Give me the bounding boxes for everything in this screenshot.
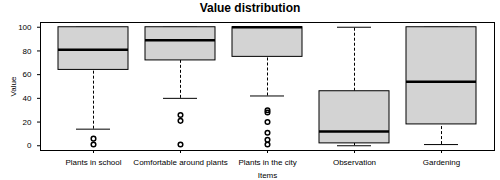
svg-text:100: 100 — [18, 23, 32, 32]
svg-text:Value: Value — [9, 76, 18, 96]
svg-text:Observation: Observation — [333, 158, 376, 167]
svg-text:Comfortable around plants: Comfortable around plants — [133, 158, 227, 167]
svg-text:Plants in the city: Plants in the city — [238, 158, 296, 167]
svg-text:20: 20 — [23, 118, 32, 127]
svg-text:0: 0 — [27, 141, 32, 150]
html-text:Value distribution: Value distribution — [199, 1, 301, 15]
svg-text:40: 40 — [23, 94, 32, 103]
svg-text:Gardening: Gardening — [423, 158, 460, 167]
svg-text:60: 60 — [23, 70, 32, 79]
svg-text:Plants in school: Plants in school — [65, 158, 121, 167]
svg-text:Items: Items — [258, 171, 278, 180]
svg-text:80: 80 — [23, 47, 32, 56]
